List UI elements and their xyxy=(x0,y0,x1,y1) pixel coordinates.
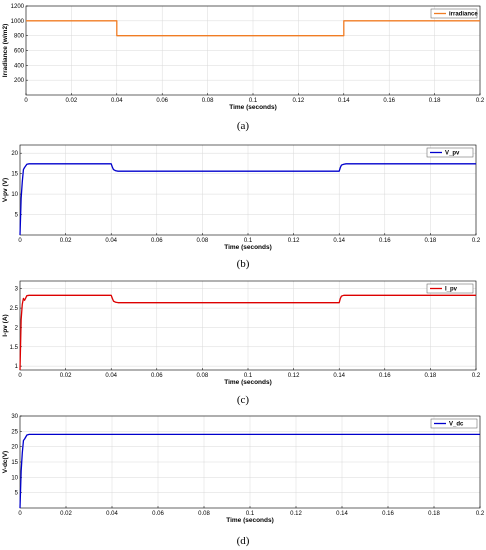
x-tick-label: 0.06 xyxy=(156,98,168,104)
panel-caption: (c) xyxy=(237,394,250,406)
y-axis-label: V-pv (V) xyxy=(2,178,9,202)
x-tick-label: 0.12 xyxy=(288,238,300,244)
x-tick-label: 0 xyxy=(18,238,22,244)
series-line-V_pv xyxy=(19,163,476,236)
x-tick-label: 0.2 xyxy=(472,373,481,379)
x-tick-label: 0.16 xyxy=(379,373,391,379)
legend-box xyxy=(426,283,474,294)
x-tick-label: 0.2 xyxy=(472,238,481,244)
x-tick-label: 0.18 xyxy=(428,511,440,517)
panel-caption: (a) xyxy=(237,120,250,132)
y-tick-label: 800 xyxy=(14,34,25,40)
x-tick-label: 0.08 xyxy=(198,511,210,517)
series-line-V_dc xyxy=(19,433,480,509)
legend-label: irradiance xyxy=(449,12,478,18)
y-tick-label: 10 xyxy=(11,192,18,198)
x-axis-label: Time (seconds) xyxy=(229,104,277,111)
x-tick-label: 0.12 xyxy=(288,373,300,379)
y-tick-label: 25 xyxy=(11,429,18,435)
x-tick-label: 0.2 xyxy=(476,98,485,104)
x-tick-label: 0.16 xyxy=(383,98,395,104)
x-axis-label: Time (seconds) xyxy=(226,517,274,524)
y-tick-label: 5 xyxy=(15,213,19,219)
x-tick-label: 0 xyxy=(24,98,28,104)
x-tick-label: 0.18 xyxy=(429,98,441,104)
y-tick-label: 1000 xyxy=(11,19,25,25)
x-tick-label: 0.04 xyxy=(105,373,117,379)
legend-label: V_pv xyxy=(445,151,460,157)
legend-box xyxy=(430,418,478,429)
y-tick-label: 1.5 xyxy=(10,345,19,351)
x-tick-label: 0.02 xyxy=(66,98,78,104)
y-tick-label: 5 xyxy=(15,491,19,497)
x-axis-label: Time (seconds) xyxy=(224,244,272,251)
x-tick-label: 0.02 xyxy=(60,373,72,379)
x-tick-label: 0.06 xyxy=(151,238,163,244)
y-tick-label: 400 xyxy=(14,63,25,69)
x-tick-label: 0.04 xyxy=(106,511,118,517)
x-tick-label: 0.08 xyxy=(197,238,209,244)
chart-panel-2: 0 0.02 0.04 0.06 0.08 0.1 0.12 0.14 0.16 0.18 0.2 5… xyxy=(2,144,481,270)
legend-box xyxy=(426,147,474,158)
y-tick-label: 20 xyxy=(11,445,18,451)
x-axis-label: Time (seconds) xyxy=(224,379,272,386)
chart-panel-4: 0 0.02 0.04 0.06 0.08 0.1 0.12 0.14 0.16 0.18 0.2 5… xyxy=(2,414,485,547)
y-tick-label: 2.5 xyxy=(10,306,19,312)
y-axis-label: Irradiance (w/m2) xyxy=(2,24,9,77)
y-tick-label: 30 xyxy=(11,414,18,420)
panel-caption: (d) xyxy=(237,535,250,547)
y-axis-label: V-dc(V) xyxy=(2,451,9,473)
x-tick-label: 0.14 xyxy=(333,238,345,244)
x-tick-label: 0.16 xyxy=(379,238,391,244)
x-tick-label: 0 xyxy=(18,511,22,517)
x-tick-label: 0.18 xyxy=(425,238,437,244)
chart-panel-1: 0 0.02 0.04 0.06 0.08 0.1 0.12 0.14 0.16 0.18 0.2 2… xyxy=(2,4,485,132)
y-tick-label: 15 xyxy=(11,460,18,466)
x-tick-label: 0.18 xyxy=(425,373,437,379)
y-tick-label: 15 xyxy=(11,172,18,178)
y-tick-label: 2 xyxy=(15,325,19,331)
y-tick-label: 1 xyxy=(15,364,19,370)
y-tick-label: 200 xyxy=(14,78,25,84)
x-tick-label: 0.06 xyxy=(151,373,163,379)
panel-caption: (b) xyxy=(237,258,250,270)
chart-panel-3: 0 0.02 0.04 0.06 0.08 0.1 0.12 0.14 0.16 0.18 0.2 1… xyxy=(2,280,481,406)
y-tick-label: 10 xyxy=(11,475,18,481)
x-tick-label: 0.14 xyxy=(336,511,348,517)
y-tick-label: 3 xyxy=(15,287,19,293)
x-tick-label: 0.2 xyxy=(476,511,485,517)
y-axis-label: I-pv (A) xyxy=(2,314,9,336)
x-tick-label: 0.02 xyxy=(60,511,72,517)
legend-box xyxy=(430,8,478,19)
x-tick-label: 0.02 xyxy=(60,238,72,244)
legend-label: I_pv xyxy=(445,287,458,293)
legend-label: V_dc xyxy=(449,422,464,428)
x-tick-label: 0.04 xyxy=(105,238,117,244)
x-tick-label: 0.14 xyxy=(338,98,350,104)
x-tick-label: 0.1 xyxy=(249,98,258,104)
x-tick-label: 0.1 xyxy=(244,373,253,379)
y-tick-label: 1200 xyxy=(11,4,25,10)
series-line-I_pv xyxy=(19,294,476,371)
x-tick-label: 0 xyxy=(18,373,22,379)
x-tick-label: 0.16 xyxy=(382,511,394,517)
y-tick-label: 600 xyxy=(14,49,25,55)
y-tick-label: 20 xyxy=(11,151,18,157)
x-tick-label: 0.1 xyxy=(244,238,253,244)
x-tick-label: 0.12 xyxy=(293,98,305,104)
x-tick-label: 0.12 xyxy=(290,511,302,517)
x-tick-label: 0.04 xyxy=(111,98,123,104)
x-tick-label: 0.08 xyxy=(197,373,209,379)
x-tick-label: 0.1 xyxy=(246,511,255,517)
x-tick-label: 0.14 xyxy=(333,373,345,379)
x-tick-label: 0.08 xyxy=(202,98,214,104)
x-tick-label: 0.06 xyxy=(152,511,164,517)
series-line-irradiance xyxy=(26,20,480,37)
